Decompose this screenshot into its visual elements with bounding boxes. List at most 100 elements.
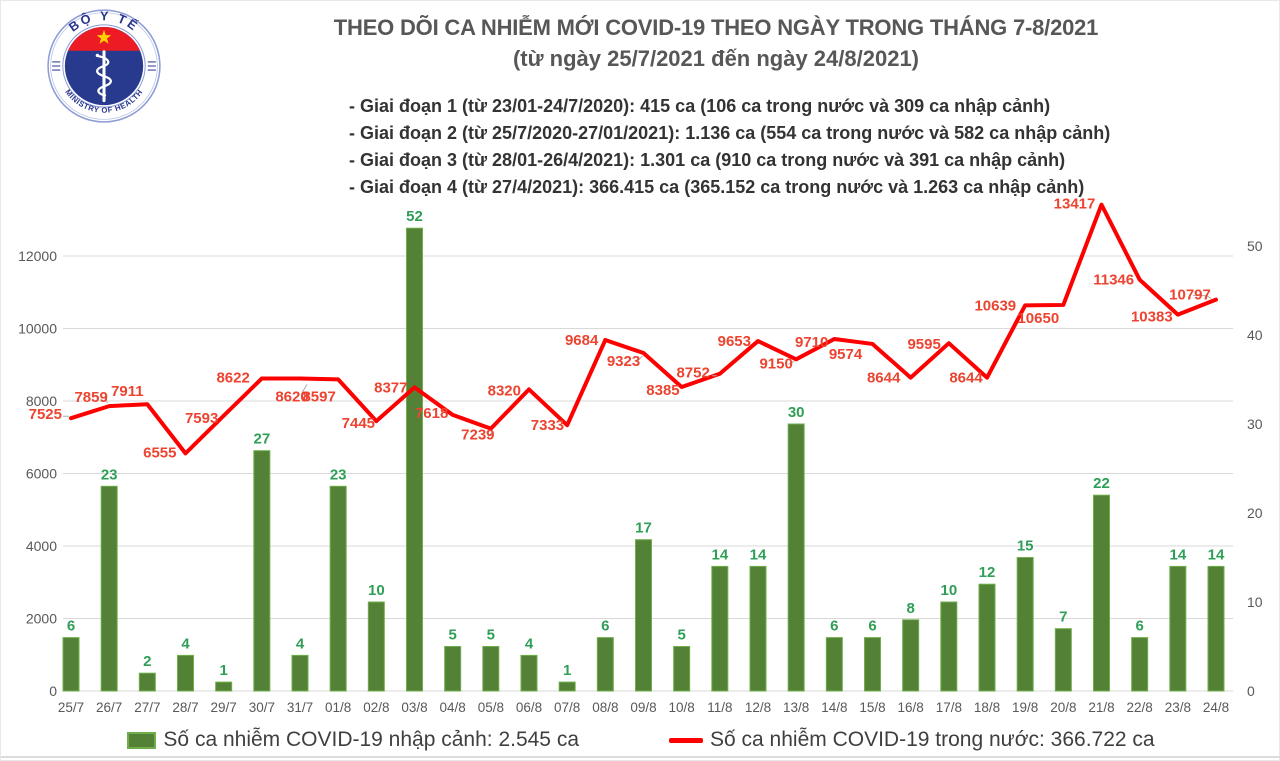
svg-text:10: 10: [368, 582, 385, 599]
svg-text:7: 7: [1059, 609, 1067, 626]
svg-text:23: 23: [101, 466, 118, 483]
svg-text:7445: 7445: [342, 415, 375, 432]
svg-text:23: 23: [330, 466, 347, 483]
svg-text:11/8: 11/8: [707, 700, 732, 715]
svg-text:03/8: 03/8: [401, 700, 427, 715]
svg-text:09/8: 09/8: [630, 700, 656, 715]
svg-text:07/8: 07/8: [554, 700, 580, 715]
chart-legend: Số ca nhiễm COVID-19 nhập cảnh: 2.545 ca…: [1, 728, 1280, 752]
svg-text:1: 1: [219, 662, 227, 679]
svg-text:4: 4: [181, 635, 190, 652]
svg-text:20: 20: [1247, 505, 1263, 521]
bottom-divider: [1, 756, 1280, 758]
svg-text:27: 27: [253, 431, 270, 448]
svg-text:12: 12: [979, 564, 996, 581]
star-icon: [96, 29, 112, 44]
svg-text:30/7: 30/7: [249, 700, 275, 715]
svg-text:6: 6: [830, 618, 838, 635]
ring-side-marks: [52, 61, 156, 71]
covid-daily-cases-chart: 0 2000 4000 6000 8000 10000 12000 0 10 20 30 40 50 6 2…: [18, 196, 1263, 715]
svg-text:06/8: 06/8: [516, 700, 542, 715]
svg-text:10: 10: [1247, 594, 1263, 610]
svg-text:7618: 7618: [415, 405, 448, 422]
svg-text:8597: 8597: [302, 388, 335, 405]
svg-text:6: 6: [868, 618, 876, 635]
svg-text:01/8: 01/8: [325, 700, 351, 715]
svg-text:30: 30: [788, 404, 805, 421]
svg-text:5: 5: [448, 627, 456, 644]
svg-text:11346: 11346: [1093, 272, 1134, 289]
svg-text:20/8: 20/8: [1050, 700, 1076, 715]
svg-text:7593: 7593: [185, 410, 218, 427]
svg-text:1: 1: [563, 662, 571, 679]
svg-text:9684: 9684: [565, 332, 599, 349]
svg-text:21/8: 21/8: [1088, 700, 1114, 715]
svg-text:8: 8: [906, 600, 914, 617]
svg-text:16/8: 16/8: [898, 700, 924, 715]
svg-text:18/8: 18/8: [974, 700, 1000, 715]
svg-text:4: 4: [525, 635, 534, 652]
svg-text:6: 6: [67, 618, 75, 635]
svg-text:04/8: 04/8: [440, 700, 466, 715]
svg-text:8377: 8377: [374, 379, 407, 396]
svg-text:9653: 9653: [718, 333, 751, 350]
svg-text:50: 50: [1247, 238, 1263, 254]
svg-text:9150: 9150: [759, 355, 792, 372]
svg-text:22: 22: [1093, 475, 1110, 492]
svg-text:8622: 8622: [216, 369, 249, 386]
svg-text:7911: 7911: [111, 383, 144, 400]
svg-text:8385: 8385: [646, 382, 679, 399]
svg-text:25/7: 25/7: [58, 700, 84, 715]
svg-text:10383: 10383: [1131, 309, 1173, 326]
svg-text:12000: 12000: [18, 248, 57, 264]
svg-text:7333: 7333: [531, 417, 564, 434]
svg-text:23/8: 23/8: [1165, 700, 1191, 715]
svg-text:22/8: 22/8: [1127, 700, 1153, 715]
svg-text:26/7: 26/7: [96, 700, 122, 715]
svg-text:14: 14: [711, 546, 728, 563]
svg-text:12/8: 12/8: [745, 700, 771, 715]
phase-3-summary: - Giai đoạn 3 (từ 28/01-26/4/2021): 1.30…: [349, 150, 1066, 170]
svg-text:6: 6: [601, 618, 609, 635]
svg-text:31/7: 31/7: [287, 700, 313, 715]
svg-text:8320: 8320: [488, 382, 521, 399]
svg-text:05/8: 05/8: [478, 700, 504, 715]
svg-text:8620: 8620: [275, 389, 308, 406]
svg-text:6: 6: [1135, 618, 1143, 635]
svg-text:40: 40: [1247, 327, 1263, 343]
svg-text:10000: 10000: [18, 321, 57, 337]
legend-domestic-label: Số ca nhiễm COVID-19 trong nước: 366.722…: [710, 728, 1155, 751]
legend-item-imported: Số ca nhiễm COVID-19 nhập cảnh: 2.545 ca: [127, 728, 579, 752]
rod-of-asclepius-icon: [95, 50, 112, 103]
svg-text:17/8: 17/8: [936, 700, 962, 715]
svg-text:8752: 8752: [676, 365, 709, 382]
ministry-of-health-logo: BỘ Y TẾ MINISTRY OF HEALTH: [47, 9, 161, 123]
svg-text:8644: 8644: [867, 370, 901, 387]
svg-text:14: 14: [750, 546, 767, 563]
svg-text:13/8: 13/8: [783, 700, 809, 715]
svg-text:0: 0: [49, 683, 57, 699]
svg-text:8000: 8000: [26, 393, 57, 409]
page-title: THEO DÕI CA NHIỄM MỚI COVID-19 THEO NGÀY…: [333, 15, 1099, 40]
svg-text:27/7: 27/7: [134, 700, 160, 715]
svg-text:5: 5: [677, 627, 685, 644]
svg-text:7859: 7859: [74, 389, 107, 406]
svg-text:30: 30: [1247, 416, 1263, 432]
svg-text:4000: 4000: [26, 538, 57, 554]
svg-text:10650: 10650: [1017, 310, 1059, 327]
svg-text:14: 14: [1169, 546, 1186, 563]
phase-1-summary: - Giai đoạn 1 (từ 23/01-24/7/2020): 415 …: [349, 96, 1051, 116]
svg-text:2000: 2000: [26, 611, 57, 627]
chart-header: THEO DÕI CA NHIỄM MỚI COVID-19 THEO NGÀY…: [191, 13, 1241, 75]
svg-text:19/8: 19/8: [1012, 700, 1038, 715]
svg-text:8644: 8644: [949, 370, 983, 387]
svg-text:9595: 9595: [907, 336, 940, 353]
svg-text:13417: 13417: [1054, 196, 1096, 213]
svg-text:5: 5: [487, 627, 495, 644]
phase-summary-list: - Giai đoạn 1 (từ 23/01-24/7/2020): 415 …: [349, 93, 1199, 201]
svg-text:7525: 7525: [29, 406, 62, 423]
legend-imported-label: Số ca nhiễm COVID-19 nhập cảnh: 2.545 ca: [163, 728, 580, 751]
svg-text:4: 4: [296, 635, 305, 652]
svg-text:7239: 7239: [461, 427, 494, 444]
